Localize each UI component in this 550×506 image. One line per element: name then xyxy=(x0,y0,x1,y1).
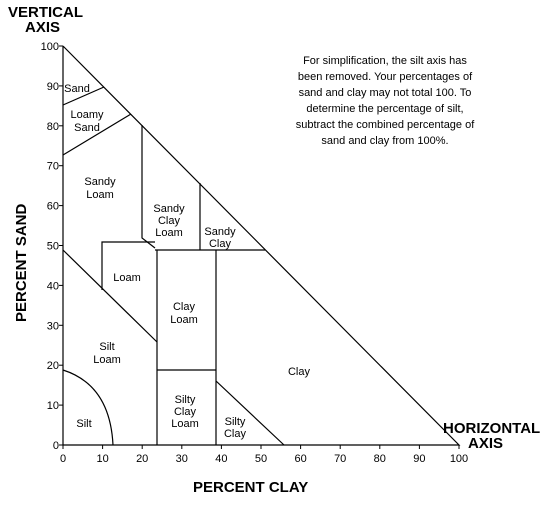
vertical-axis-title: AXIS xyxy=(25,19,60,36)
y-tick-label: 10 xyxy=(47,400,59,412)
region-label: Sandy Clay xyxy=(204,226,236,250)
x-tick-label: 80 xyxy=(374,453,386,465)
x-tick-label: 20 xyxy=(136,453,148,465)
x-tick-label: 90 xyxy=(413,453,425,465)
x-tick-label: 50 xyxy=(255,453,267,465)
x-tick-label: 30 xyxy=(176,453,188,465)
region-label: Loamy Sand xyxy=(70,109,104,134)
y-tick-label: 20 xyxy=(47,360,59,372)
boundary xyxy=(101,241,155,290)
region-label: Silt xyxy=(76,418,91,430)
y-tick-label: 90 xyxy=(47,81,59,93)
region-label: Sandy Clay Loam xyxy=(153,203,185,239)
x-tick-label: 0 xyxy=(60,453,66,465)
x-tick-label: 70 xyxy=(334,453,346,465)
x-tick-label: 40 xyxy=(215,453,227,465)
region-labels: Sand Loamy Sand Sandy Loam Sandy Clay Loam S… xyxy=(64,83,310,440)
boundary xyxy=(62,86,105,106)
boundary xyxy=(62,113,132,156)
region-label: Clay Loam xyxy=(170,301,198,326)
horizontal-axis-label: PERCENT CLAY xyxy=(193,479,308,496)
region-label: Sand xyxy=(64,83,90,95)
y-tick-label: 100 xyxy=(41,41,59,53)
region-label: Silt Loam xyxy=(93,341,121,366)
region-label: Loam xyxy=(113,272,141,284)
note-line: determine the percentage of silt, xyxy=(306,103,463,115)
vertical-axis-label: PERCENT SAND xyxy=(13,203,30,322)
y-tick-label: 60 xyxy=(47,201,59,213)
horizontal-axis-title: AXIS xyxy=(468,435,503,452)
vertical-axis-title: VERTICAL xyxy=(8,4,83,21)
region-label: Sandy Loam xyxy=(84,176,116,201)
boundary xyxy=(215,380,285,446)
y-tick-label: 30 xyxy=(47,320,59,332)
y-tick-label: 0 xyxy=(53,440,59,452)
x-tick-label: 10 xyxy=(96,453,108,465)
region-label: Silty Clay xyxy=(224,416,247,440)
x-tick-label: 60 xyxy=(294,453,306,465)
region-label: Silty Clay Loam xyxy=(171,394,199,430)
note-line: sand and clay may not total 100. To xyxy=(299,87,472,99)
y-tick-label: 70 xyxy=(47,161,59,173)
y-tick-label: 50 xyxy=(47,241,59,253)
boundary xyxy=(62,249,158,343)
boundary xyxy=(141,125,156,249)
note-line: sand and clay from 100%. xyxy=(321,135,448,147)
note-line: subtract the combined percentage of xyxy=(296,119,476,131)
x-tick-label: 100 xyxy=(450,453,468,465)
y-tick-label: 40 xyxy=(47,280,59,292)
region-label: Clay xyxy=(288,366,311,378)
note-line: For simplification, the silt axis has xyxy=(303,55,467,67)
note: For simplification, the silt axis has be… xyxy=(296,55,476,147)
boundary xyxy=(62,369,114,446)
y-tick-label: 80 xyxy=(47,121,59,133)
horizontal-axis-title: HORIZONTAL xyxy=(443,420,540,437)
note-line: been removed. Your percentages of xyxy=(298,71,473,83)
